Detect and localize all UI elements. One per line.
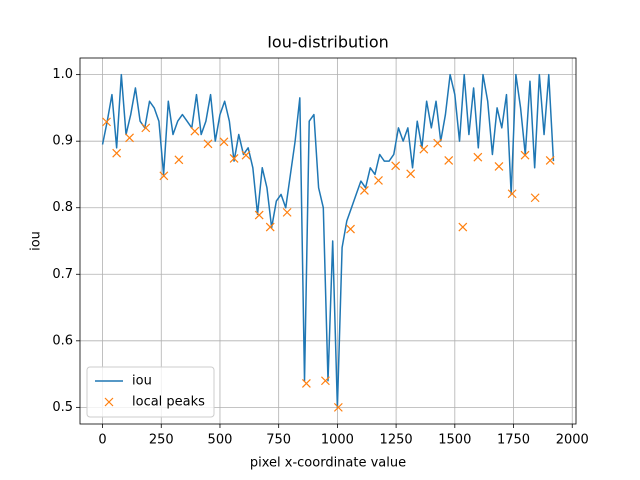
peak-marker [241,150,251,160]
peak-marker [102,117,111,127]
peak-marker [458,222,468,232]
peak-marker [219,137,229,147]
legend-swatch [104,397,114,407]
peak-marker [229,154,239,163]
x-tick-label: 1500 [438,433,471,448]
y-tick-label: 0.7 [52,267,73,282]
x-tick-label: 1750 [497,433,530,448]
legend-label: local peaks [132,395,205,410]
x-tick-label: 0 [98,433,106,448]
x-tick-label: 250 [149,433,174,448]
peak-marker [444,156,454,165]
peak-marker [125,133,134,143]
x-tick-label: 2000 [556,433,589,448]
plot-frame [79,57,577,425]
peak-marker [507,189,517,199]
chart-title: Iou-distribution [267,33,389,52]
peak-marker [473,152,483,162]
peak-marker [159,171,169,181]
peak-marker [254,210,264,220]
peak-marker [265,222,275,232]
x-tick-label: 1000 [321,433,354,448]
y-axis-label: iou [29,231,44,251]
peak-marker [494,162,504,171]
peak-marker [359,186,369,195]
peak-marker [520,150,530,160]
peak-marker [419,144,429,154]
peak-marker [530,193,540,203]
x-axis-label: pixel x-coordinate value [250,456,406,471]
peak-marker [174,155,184,165]
x-tick-label: 750 [266,433,291,448]
peak-marker [320,376,330,386]
peak-marker [333,402,343,412]
y-tick-label: 0.9 [52,134,73,149]
legend-box [86,366,215,418]
peak-marker [433,138,443,148]
legend-label: iou [132,374,152,389]
y-tick-label: 0.8 [52,200,73,215]
x-tick-label: 1250 [380,433,413,448]
y-tick-label: 1.0 [52,67,73,82]
peak-marker [391,161,401,171]
peak-marker [141,123,151,133]
peak-marker [406,169,416,179]
y-tick-label: 0.5 [52,400,73,415]
peak-marker [346,224,355,234]
iou-line [101,73,555,409]
peak-marker [301,378,311,388]
x-tick-label: 500 [208,433,233,448]
peak-marker [282,207,292,217]
y-tick-label: 0.6 [52,333,73,348]
peak-marker [112,148,122,158]
peak-marker [545,156,555,165]
peak-marker [374,176,383,185]
peak-marker [190,126,200,136]
peak-marker [203,139,213,149]
